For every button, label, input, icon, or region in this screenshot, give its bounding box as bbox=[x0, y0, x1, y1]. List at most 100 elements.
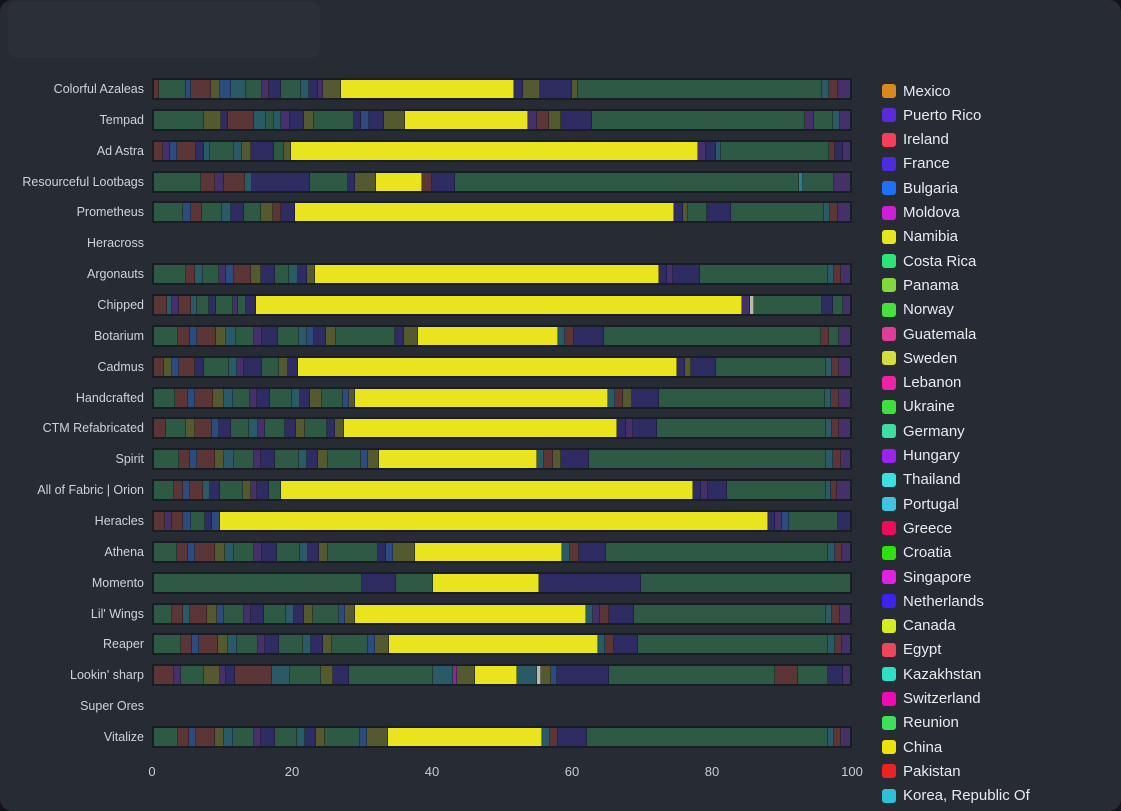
bar-segment[interactable] bbox=[814, 110, 833, 129]
bar-segment[interactable] bbox=[753, 296, 822, 315]
bar-segment[interactable] bbox=[269, 481, 281, 500]
legend-item[interactable]: Egypt bbox=[882, 638, 941, 662]
bar-segment[interactable] bbox=[154, 203, 184, 222]
bar-segment[interactable] bbox=[666, 265, 673, 284]
bar-segment[interactable] bbox=[355, 604, 586, 623]
bar-segment[interactable] bbox=[279, 357, 289, 376]
bar-segment[interactable] bbox=[277, 326, 300, 345]
bar-segment[interactable] bbox=[171, 512, 183, 531]
bar-segment[interactable] bbox=[154, 80, 160, 98]
bar-segment[interactable] bbox=[597, 635, 606, 654]
bar-segment[interactable] bbox=[234, 141, 242, 160]
bar-segment[interactable] bbox=[154, 326, 178, 345]
bar-segment[interactable] bbox=[290, 110, 305, 129]
bar-segment[interactable] bbox=[840, 450, 850, 469]
bar-segment[interactable] bbox=[292, 388, 301, 407]
bar-segment[interactable] bbox=[325, 728, 360, 747]
bar-segment[interactable] bbox=[803, 172, 834, 191]
legend-item[interactable]: Netherlands bbox=[882, 589, 984, 613]
bar-segment[interactable] bbox=[186, 265, 196, 284]
bar-segment[interactable] bbox=[609, 666, 776, 685]
bar-segment[interactable] bbox=[189, 450, 197, 469]
bar-segment[interactable] bbox=[254, 542, 263, 561]
bar-segment[interactable] bbox=[190, 512, 205, 531]
bar-segment[interactable] bbox=[230, 419, 250, 438]
bar-segment[interactable] bbox=[252, 172, 310, 191]
bar-segment[interactable] bbox=[257, 419, 265, 438]
bar-segment[interactable] bbox=[294, 203, 675, 222]
bar-segment[interactable] bbox=[721, 141, 830, 160]
bar-segment[interactable] bbox=[841, 265, 850, 284]
bar-segment[interactable] bbox=[603, 326, 822, 345]
bar-segment[interactable] bbox=[253, 728, 261, 747]
bar-segment[interactable] bbox=[194, 388, 214, 407]
bar-segment[interactable] bbox=[396, 573, 433, 592]
legend-item[interactable]: Moldova bbox=[882, 201, 960, 225]
bar-segment[interactable] bbox=[173, 481, 184, 500]
bar-segment[interactable] bbox=[376, 172, 423, 191]
bar-segment[interactable] bbox=[825, 604, 833, 623]
bar-segment[interactable] bbox=[831, 388, 840, 407]
bar-segment[interactable] bbox=[842, 666, 850, 685]
bar-segment[interactable] bbox=[216, 296, 233, 315]
bar-segment[interactable] bbox=[842, 296, 850, 315]
bar-segment[interactable] bbox=[220, 481, 244, 500]
bar-segment[interactable] bbox=[319, 542, 329, 561]
bar-segment[interactable] bbox=[633, 604, 826, 623]
bar-segment[interactable] bbox=[404, 110, 529, 129]
bar-segment[interactable] bbox=[176, 542, 189, 561]
bar-segment[interactable] bbox=[377, 542, 387, 561]
bar-segment[interactable] bbox=[841, 728, 851, 747]
bar-segment[interactable] bbox=[229, 357, 237, 376]
stacked-bar[interactable] bbox=[152, 448, 852, 471]
bar-segment[interactable] bbox=[220, 80, 232, 98]
legend-item[interactable]: Thailand bbox=[882, 468, 961, 492]
bar-segment[interactable] bbox=[243, 604, 252, 623]
bar-segment[interactable] bbox=[273, 110, 282, 129]
bar-segment[interactable] bbox=[272, 666, 291, 685]
bar-segment[interactable] bbox=[550, 666, 558, 685]
bar-segment[interactable] bbox=[616, 419, 626, 438]
bar-segment[interactable] bbox=[825, 357, 832, 376]
bar-segment[interactable] bbox=[832, 450, 841, 469]
bar-segment[interactable] bbox=[474, 666, 517, 685]
bar-segment[interactable] bbox=[208, 296, 216, 315]
bar-segment[interactable] bbox=[281, 110, 291, 129]
bar-segment[interactable] bbox=[750, 296, 754, 315]
bar-segment[interactable] bbox=[403, 326, 418, 345]
bar-segment[interactable] bbox=[394, 326, 404, 345]
bar-segment[interactable] bbox=[322, 388, 343, 407]
bar-segment[interactable] bbox=[367, 635, 375, 654]
legend-item[interactable]: Kazakhstan bbox=[882, 662, 981, 686]
bar-segment[interactable] bbox=[308, 542, 320, 561]
bar-segment[interactable] bbox=[185, 419, 195, 438]
stacked-bar[interactable] bbox=[152, 510, 852, 533]
legend-item[interactable]: China bbox=[882, 735, 942, 759]
bar-segment[interactable] bbox=[837, 481, 850, 500]
bar-segment[interactable] bbox=[290, 666, 322, 685]
bar-segment[interactable] bbox=[307, 265, 316, 284]
bar-segment[interactable] bbox=[280, 203, 295, 222]
bar-segment[interactable] bbox=[207, 604, 217, 623]
bar-segment[interactable] bbox=[251, 141, 274, 160]
bar-segment[interactable] bbox=[585, 604, 593, 623]
bar-segment[interactable] bbox=[233, 265, 251, 284]
bar-segment[interactable] bbox=[223, 388, 233, 407]
bar-segment[interactable] bbox=[154, 728, 178, 747]
stacked-bar[interactable] bbox=[152, 355, 852, 378]
bar-segment[interactable] bbox=[154, 419, 166, 438]
bar-segment[interactable] bbox=[513, 80, 523, 98]
bar-segment[interactable] bbox=[313, 326, 326, 345]
bar-segment[interactable] bbox=[835, 141, 844, 160]
bar-segment[interactable] bbox=[273, 203, 281, 222]
bar-segment[interactable] bbox=[656, 419, 826, 438]
bar-segment[interactable] bbox=[608, 604, 634, 623]
bar-segment[interactable] bbox=[386, 542, 394, 561]
bar-segment[interactable] bbox=[203, 357, 230, 376]
bar-segment[interactable] bbox=[214, 728, 225, 747]
bar-segment[interactable] bbox=[195, 141, 204, 160]
bar-segment[interactable] bbox=[223, 604, 244, 623]
bar-segment[interactable] bbox=[431, 172, 455, 191]
bar-segment[interactable] bbox=[261, 203, 274, 222]
bar-segment[interactable] bbox=[731, 203, 824, 222]
